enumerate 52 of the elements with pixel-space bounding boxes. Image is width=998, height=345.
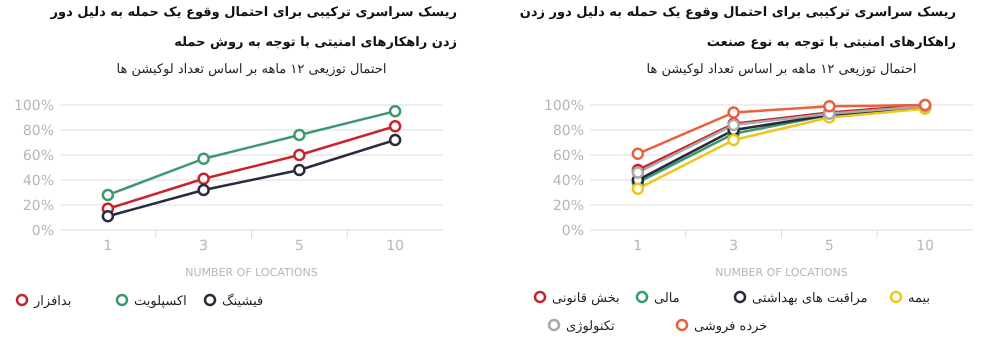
y-tick-label: 60% xyxy=(22,148,54,164)
y-tick-label: 100% xyxy=(14,98,54,114)
chart-title: ریسک سراسری ترکیبی برای احتمال وقوع یک حمله به دلیل دور زدن راهکارهای امنیتی با توجه به روش حمله xyxy=(49,4,457,52)
x-tick-label: 3 xyxy=(199,238,208,254)
x-tick-label: 1 xyxy=(103,238,112,254)
y-tick-label: 80% xyxy=(22,123,54,139)
point xyxy=(102,188,114,202)
point xyxy=(197,184,210,196)
y-tick-label: 80% xyxy=(552,123,584,139)
y-tick-label: 40% xyxy=(552,173,584,189)
x-axis-title: NUMBER OF LOCATIONS xyxy=(715,266,848,279)
y-tick-label: 60% xyxy=(552,148,584,164)
point xyxy=(823,100,836,112)
point xyxy=(727,134,740,146)
point xyxy=(293,128,306,142)
x-tick-label: 5 xyxy=(824,238,834,254)
legend-label: تکنولوژی xyxy=(566,319,615,334)
legend-label: بدافزار xyxy=(33,294,72,309)
legend-label: خرده فروشی xyxy=(694,319,768,334)
legend-label: اکسپلویت xyxy=(134,294,187,309)
x-tick-label: 10 xyxy=(386,238,404,254)
x-tick-label: 3 xyxy=(729,238,738,254)
chart-subtitle: احتمال توزیعی ۱۲ ماهه بر اساس تعداد لوکیشن ها xyxy=(116,62,388,77)
point xyxy=(293,148,306,162)
point xyxy=(388,120,402,132)
point xyxy=(632,148,644,160)
x-tick-label: 5 xyxy=(294,238,304,254)
point xyxy=(388,134,402,146)
point xyxy=(388,105,402,118)
point xyxy=(632,166,644,179)
y-tick-label: 0% xyxy=(562,223,584,239)
x-tick-label: 1 xyxy=(633,238,642,254)
point xyxy=(197,172,210,185)
y-tick-label: 20% xyxy=(552,198,584,214)
point xyxy=(197,152,210,165)
y-tick-label: 0% xyxy=(32,223,54,239)
y-tick-label: 100% xyxy=(544,98,584,114)
legend-label: بیمه xyxy=(908,291,930,306)
legend-label: مراقبت های بهداشتی xyxy=(752,291,868,306)
x-tick-label: 10 xyxy=(916,238,934,254)
y-tick-label: 40% xyxy=(22,173,54,189)
y-tick-label: 20% xyxy=(22,198,54,214)
chart-title: ریسک سراسری ترکیبی برای احتمال وقوع یک حمله به دلیل دور زدن راهکارهای امنیتی با توجه به نوع صنعت xyxy=(518,4,956,52)
point xyxy=(293,164,306,176)
x-axis-title: NUMBER OF LOCATIONS xyxy=(185,266,318,279)
point xyxy=(102,210,114,222)
legend-label: بخش قانونی xyxy=(552,291,620,306)
chart-subtitle: احتمال توزیعی ۱۲ ماهه بر اساس تعداد لوکیشن ها xyxy=(646,62,918,77)
point xyxy=(727,106,740,119)
legend-label: مالی xyxy=(654,291,680,306)
point xyxy=(632,182,644,195)
legend-label: فیشینگ xyxy=(222,293,264,309)
